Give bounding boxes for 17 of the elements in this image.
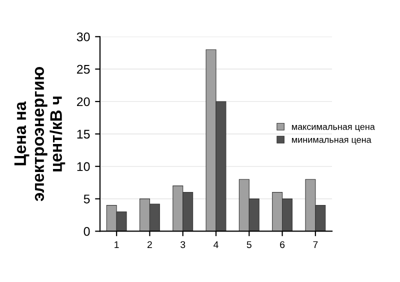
legend-label: минимальная цена <box>292 138 372 145</box>
y-axis-title: Цена на электроэнергию цент/кВ ч <box>14 67 66 202</box>
y-tick-label: 15 <box>77 130 90 139</box>
y-tick-label: 25 <box>77 64 90 74</box>
y-tick-label: 5 <box>84 194 90 204</box>
y-tick-label: 0 <box>84 227 90 236</box>
x-tick-label: 1 <box>114 241 119 248</box>
x-tick-label: 6 <box>280 241 285 248</box>
legend-label: максимальная цена <box>292 124 375 132</box>
x-tick-label: 3 <box>180 241 186 248</box>
x-tick-label: 7 <box>313 241 318 248</box>
y-tick-label: 30 <box>76 32 90 42</box>
y-tick-label: 10 <box>77 162 90 172</box>
x-tick-label: 4 <box>214 241 218 248</box>
x-tick-label: 2 <box>148 241 152 248</box>
x-tick-label: 5 <box>246 241 252 248</box>
y-tick-label: 20 <box>77 97 90 106</box>
